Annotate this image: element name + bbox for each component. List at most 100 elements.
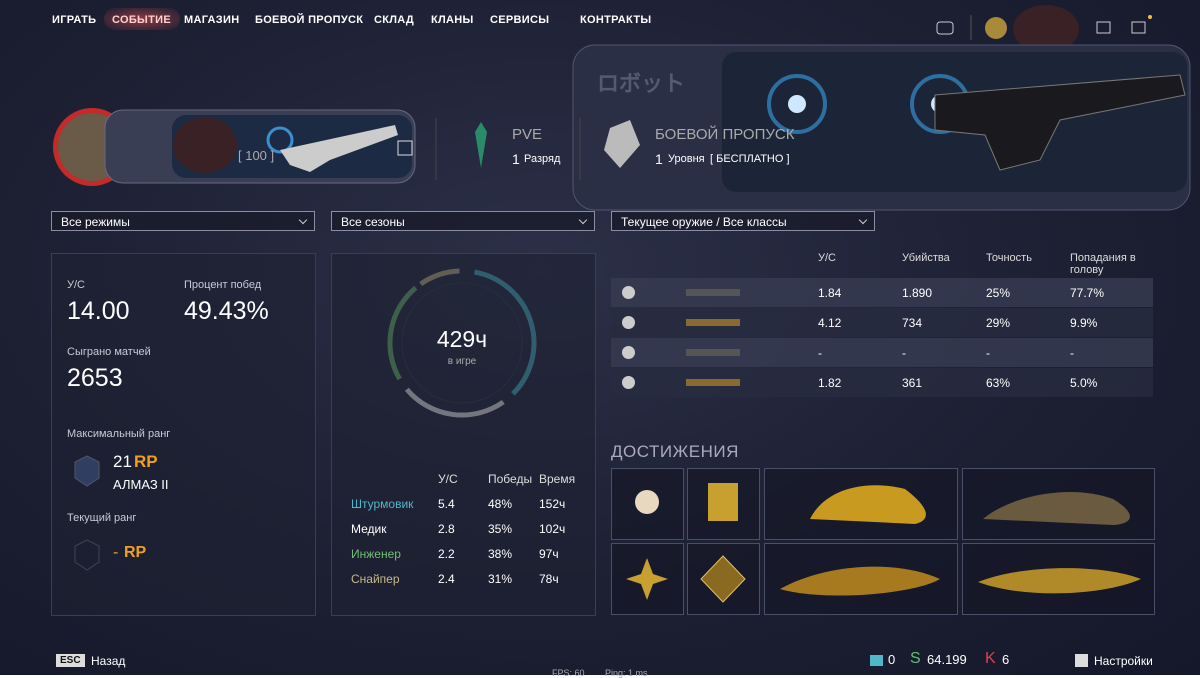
current-rank-value: - [113,544,119,561]
weapon-image [686,379,740,386]
kd-label: У/С [67,279,85,291]
rp: RP [134,452,158,471]
crown-icon [870,655,883,666]
column-header: Победы [488,472,533,486]
column-header: У/С [818,252,836,264]
name-blur [1013,5,1079,53]
settings[interactable]: Настройки [1094,654,1153,668]
weapon-stat: 63% [986,376,1011,390]
weapon-stat: 4.12 [818,316,842,330]
class-name: Снайпер [351,572,400,586]
nav-item[interactable]: КОНТРАКТЫ [580,14,652,26]
nav-item[interactable]: ИГРАТЬ [52,14,97,26]
weapon-stat: 361 [902,376,923,390]
nav-item[interactable]: КЛАНЫ [431,14,474,26]
achievement[interactable] [962,543,1155,615]
weapon-image [686,349,740,356]
class-stat: 31% [488,572,513,586]
esc-key[interactable]: ESC [56,654,85,667]
money-icon: S [910,650,921,667]
settings-icon[interactable] [1075,654,1088,667]
achievement[interactable] [611,468,684,540]
class-stat: 78ч [539,572,559,586]
weapon-stat: 77.7% [1070,286,1105,300]
crowns: 0 [888,652,896,667]
class-icon [622,376,635,389]
class-stat: 2.2 [438,547,455,561]
weapon-stat: 25% [986,286,1011,300]
nav-item[interactable]: МАГАЗИН [184,14,240,26]
playtime-panel [331,253,596,616]
column-header: Убийства [902,252,950,264]
nav-item[interactable]: БОЕВОЙ ПРОПУСК [255,14,364,26]
k-icon: K [985,650,996,667]
weapon-stat: - [902,346,906,360]
nav-item[interactable]: СОБЫТИЕ [112,14,171,26]
pve-value: 1 [512,151,520,167]
achievement[interactable] [962,468,1155,540]
class-icon [622,286,635,299]
column-header: У/С [438,472,458,486]
achievements-title: ДОСТИЖЕНИЯ [611,442,739,461]
fps: FPS: 60 [552,668,585,678]
class-stat: 35% [488,522,513,536]
pve-label: Разряд [524,153,561,165]
rp: RP [124,544,147,561]
chat-icon[interactable] [1096,21,1111,34]
class-stat: 38% [488,547,513,561]
weapon-stat: 29% [986,316,1011,330]
banner-text: ロボット [597,71,686,96]
filter-dropdown[interactable]: Все сезоны [331,211,595,231]
ping: Ping: 1 ms [605,668,648,678]
pve-title: PVE [512,126,543,143]
friends-icon[interactable] [936,21,954,35]
mail-icon[interactable] [1131,21,1146,34]
class-icon [622,346,635,359]
back[interactable]: Назад [91,654,126,668]
bp-label: Уровня [668,153,705,165]
class-icon [622,316,635,329]
weapon-stat: 734 [902,316,923,330]
weapon-image [686,319,740,326]
filter-dropdown[interactable]: Текущее оружие / Все классы [611,211,875,231]
filter-dropdown[interactable]: Все режимы [51,211,315,231]
k-money: 6 [1002,652,1010,667]
weapon-stat: 1.84 [818,286,842,300]
weapon-stat: - [818,346,822,360]
current-rank-label: Текущий ранг [67,512,137,524]
achievement[interactable] [764,468,958,540]
hours: 429ч [436,326,488,352]
max-rank-value: 21 [113,452,132,471]
matches: 2653 [67,364,123,392]
class-stat: 5.4 [438,497,455,511]
column-header: Попадания в голову [1070,252,1136,276]
class-stat: 48% [488,497,513,511]
weapon-stat: 1.82 [818,376,842,390]
achievement[interactable] [687,468,760,540]
column-header: Время [539,472,576,486]
nav-item[interactable]: СКЛАД [374,14,415,26]
class-name: Инженер [351,547,401,561]
achievement[interactable] [687,543,760,615]
bp-title: БОЕВОЙ ПРОПУСК [655,126,795,143]
achievement[interactable] [611,543,684,615]
weapon-stat: - [1070,346,1074,360]
matches-label: Сыграно матчей [67,346,151,358]
class-stat: 97ч [539,547,559,561]
rank-icon [985,17,1007,39]
achievement[interactable] [764,543,958,615]
weapon-stat: - [986,346,990,360]
max-rank-label: Максимальный ранг [67,428,171,440]
class-stat: 152ч [539,497,566,511]
money: 64.199 [927,652,967,667]
nav-item[interactable]: СЕРВИСЫ [490,14,550,26]
class-stat: 2.8 [438,522,455,536]
hours-label: в игре [447,356,477,367]
max-rank-name: АЛМАЗ II [113,477,169,492]
summary-panel [51,253,316,616]
weapon-stat: 9.9% [1070,316,1098,330]
weapon-image [686,289,740,296]
class-name: Штурмовик [351,497,414,511]
class-name: Медик [351,522,387,536]
